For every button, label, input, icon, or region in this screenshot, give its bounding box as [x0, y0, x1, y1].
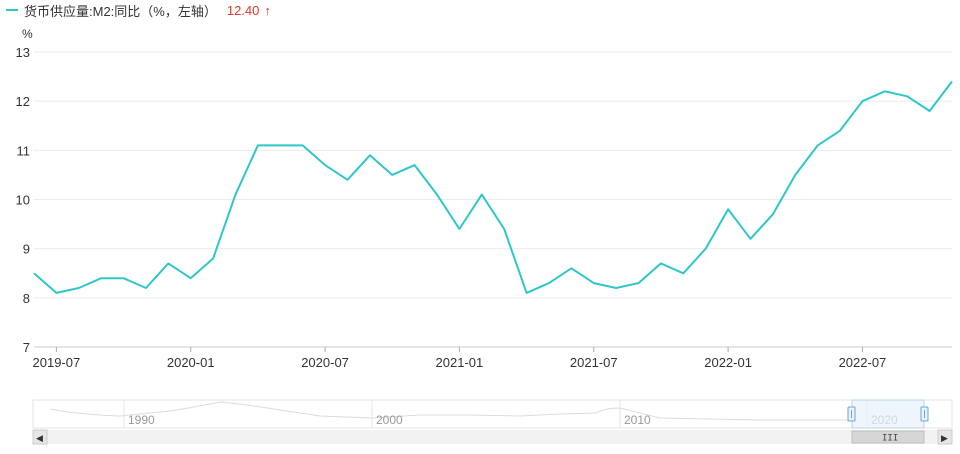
- chevron-right-icon: ▶: [941, 434, 948, 444]
- grid-lines: [34, 51, 952, 348]
- chevron-left-icon: ◀: [36, 434, 43, 444]
- data-point[interactable]: [165, 260, 171, 266]
- navigator-selected-range[interactable]: [851, 399, 925, 429]
- x-tick-label: 2021-07: [570, 355, 618, 370]
- data-point[interactable]: [725, 206, 731, 212]
- legend-latest-value: 12.40: [226, 2, 260, 18]
- y-tick-label: 12: [16, 94, 30, 109]
- x-axis: 2019-07 2020-01 2020-07 2021-01 2021-07 2022-…: [33, 347, 887, 370]
- data-point[interactable]: [859, 98, 865, 104]
- data-point[interactable]: [412, 162, 418, 168]
- chart-legend[interactable]: 货币供应量:M2:同比（%，左轴） 12.40 ↑: [6, 2, 271, 19]
- scrollbar-right-button[interactable]: [937, 429, 953, 445]
- data-point[interactable]: [524, 290, 530, 296]
- y-tick-label: 8: [23, 291, 30, 306]
- navigator-frame: [32, 399, 953, 429]
- data-point[interactable]: [546, 280, 552, 286]
- data-point[interactable]: [613, 285, 619, 291]
- data-point[interactable]: [837, 128, 843, 134]
- data-point[interactable]: [53, 290, 59, 296]
- data-point[interactable]: [255, 142, 261, 148]
- scrollbar-thumb[interactable]: [851, 430, 925, 444]
- x-tick-label: 2020-01: [167, 355, 215, 370]
- arrow-up-icon: ↑: [264, 2, 271, 18]
- navigator-overview-line: [49, 401, 852, 421]
- data-point[interactable]: [98, 275, 104, 281]
- data-point[interactable]: [76, 285, 82, 291]
- x-tick-label: 2020-07: [301, 355, 349, 370]
- x-tick-label: 2022-07: [839, 355, 887, 370]
- data-point[interactable]: [680, 270, 686, 276]
- data-point[interactable]: [882, 88, 888, 94]
- navigator-label-2010: 2010: [624, 413, 651, 427]
- data-point[interactable]: [456, 226, 462, 232]
- data-point[interactable]: [815, 142, 821, 148]
- y-axis: 7 8 9 10 11 12 13: [16, 45, 30, 355]
- range-navigator[interactable]: 1990 2000 2010 2020: [32, 399, 953, 429]
- data-point[interactable]: [300, 142, 306, 148]
- scrollbar-track[interactable]: [33, 430, 952, 444]
- legend-swatch: [6, 9, 18, 11]
- data-point[interactable]: [210, 256, 216, 262]
- y-axis-unit: %: [22, 27, 33, 41]
- y-tick-label: 11: [17, 143, 31, 158]
- data-point[interactable]: [770, 211, 776, 217]
- data-point[interactable]: [31, 270, 37, 276]
- data-point[interactable]: [143, 285, 149, 291]
- data-point[interactable]: [434, 192, 440, 198]
- data-point[interactable]: [949, 79, 955, 85]
- data-point[interactable]: [121, 275, 127, 281]
- y-tick-label: 7: [23, 340, 30, 355]
- data-point[interactable]: [568, 265, 574, 271]
- data-point[interactable]: [904, 93, 910, 99]
- data-point[interactable]: [747, 236, 753, 242]
- data-point[interactable]: [792, 172, 798, 178]
- x-tick-label: 2022-01: [704, 355, 752, 370]
- data-point[interactable]: [277, 142, 283, 148]
- data-point[interactable]: [501, 226, 507, 232]
- data-point[interactable]: [322, 162, 328, 168]
- y-tick-label: 13: [16, 45, 30, 60]
- y-tick-label: 10: [16, 193, 30, 208]
- data-point[interactable]: [591, 280, 597, 286]
- data-point[interactable]: [927, 108, 933, 114]
- x-tick-label: 2021-01: [436, 355, 484, 370]
- data-point[interactable]: [367, 152, 373, 158]
- data-point[interactable]: [636, 280, 642, 286]
- data-point[interactable]: [479, 192, 485, 198]
- navigator-label-1990: 1990: [128, 413, 155, 427]
- legend-series-name: 货币供应量:M2:同比（%，左轴）: [24, 3, 217, 19]
- navigator-label-2000: 2000: [376, 413, 403, 427]
- series-line-m2: [33, 80, 953, 294]
- y-tick-label: 9: [23, 242, 30, 257]
- series-points: [31, 79, 955, 296]
- data-point[interactable]: [658, 260, 664, 266]
- data-point[interactable]: [188, 275, 194, 281]
- scrollbar[interactable]: ◀ III ▶: [32, 429, 953, 445]
- data-point[interactable]: [389, 172, 395, 178]
- scrollbar-grip-icon: III: [882, 434, 898, 444]
- scrollbar-left-button[interactable]: [32, 429, 48, 445]
- data-point[interactable]: [233, 192, 239, 198]
- data-point[interactable]: [703, 246, 709, 252]
- x-tick-label: 2019-07: [33, 355, 81, 370]
- data-point[interactable]: [344, 177, 350, 183]
